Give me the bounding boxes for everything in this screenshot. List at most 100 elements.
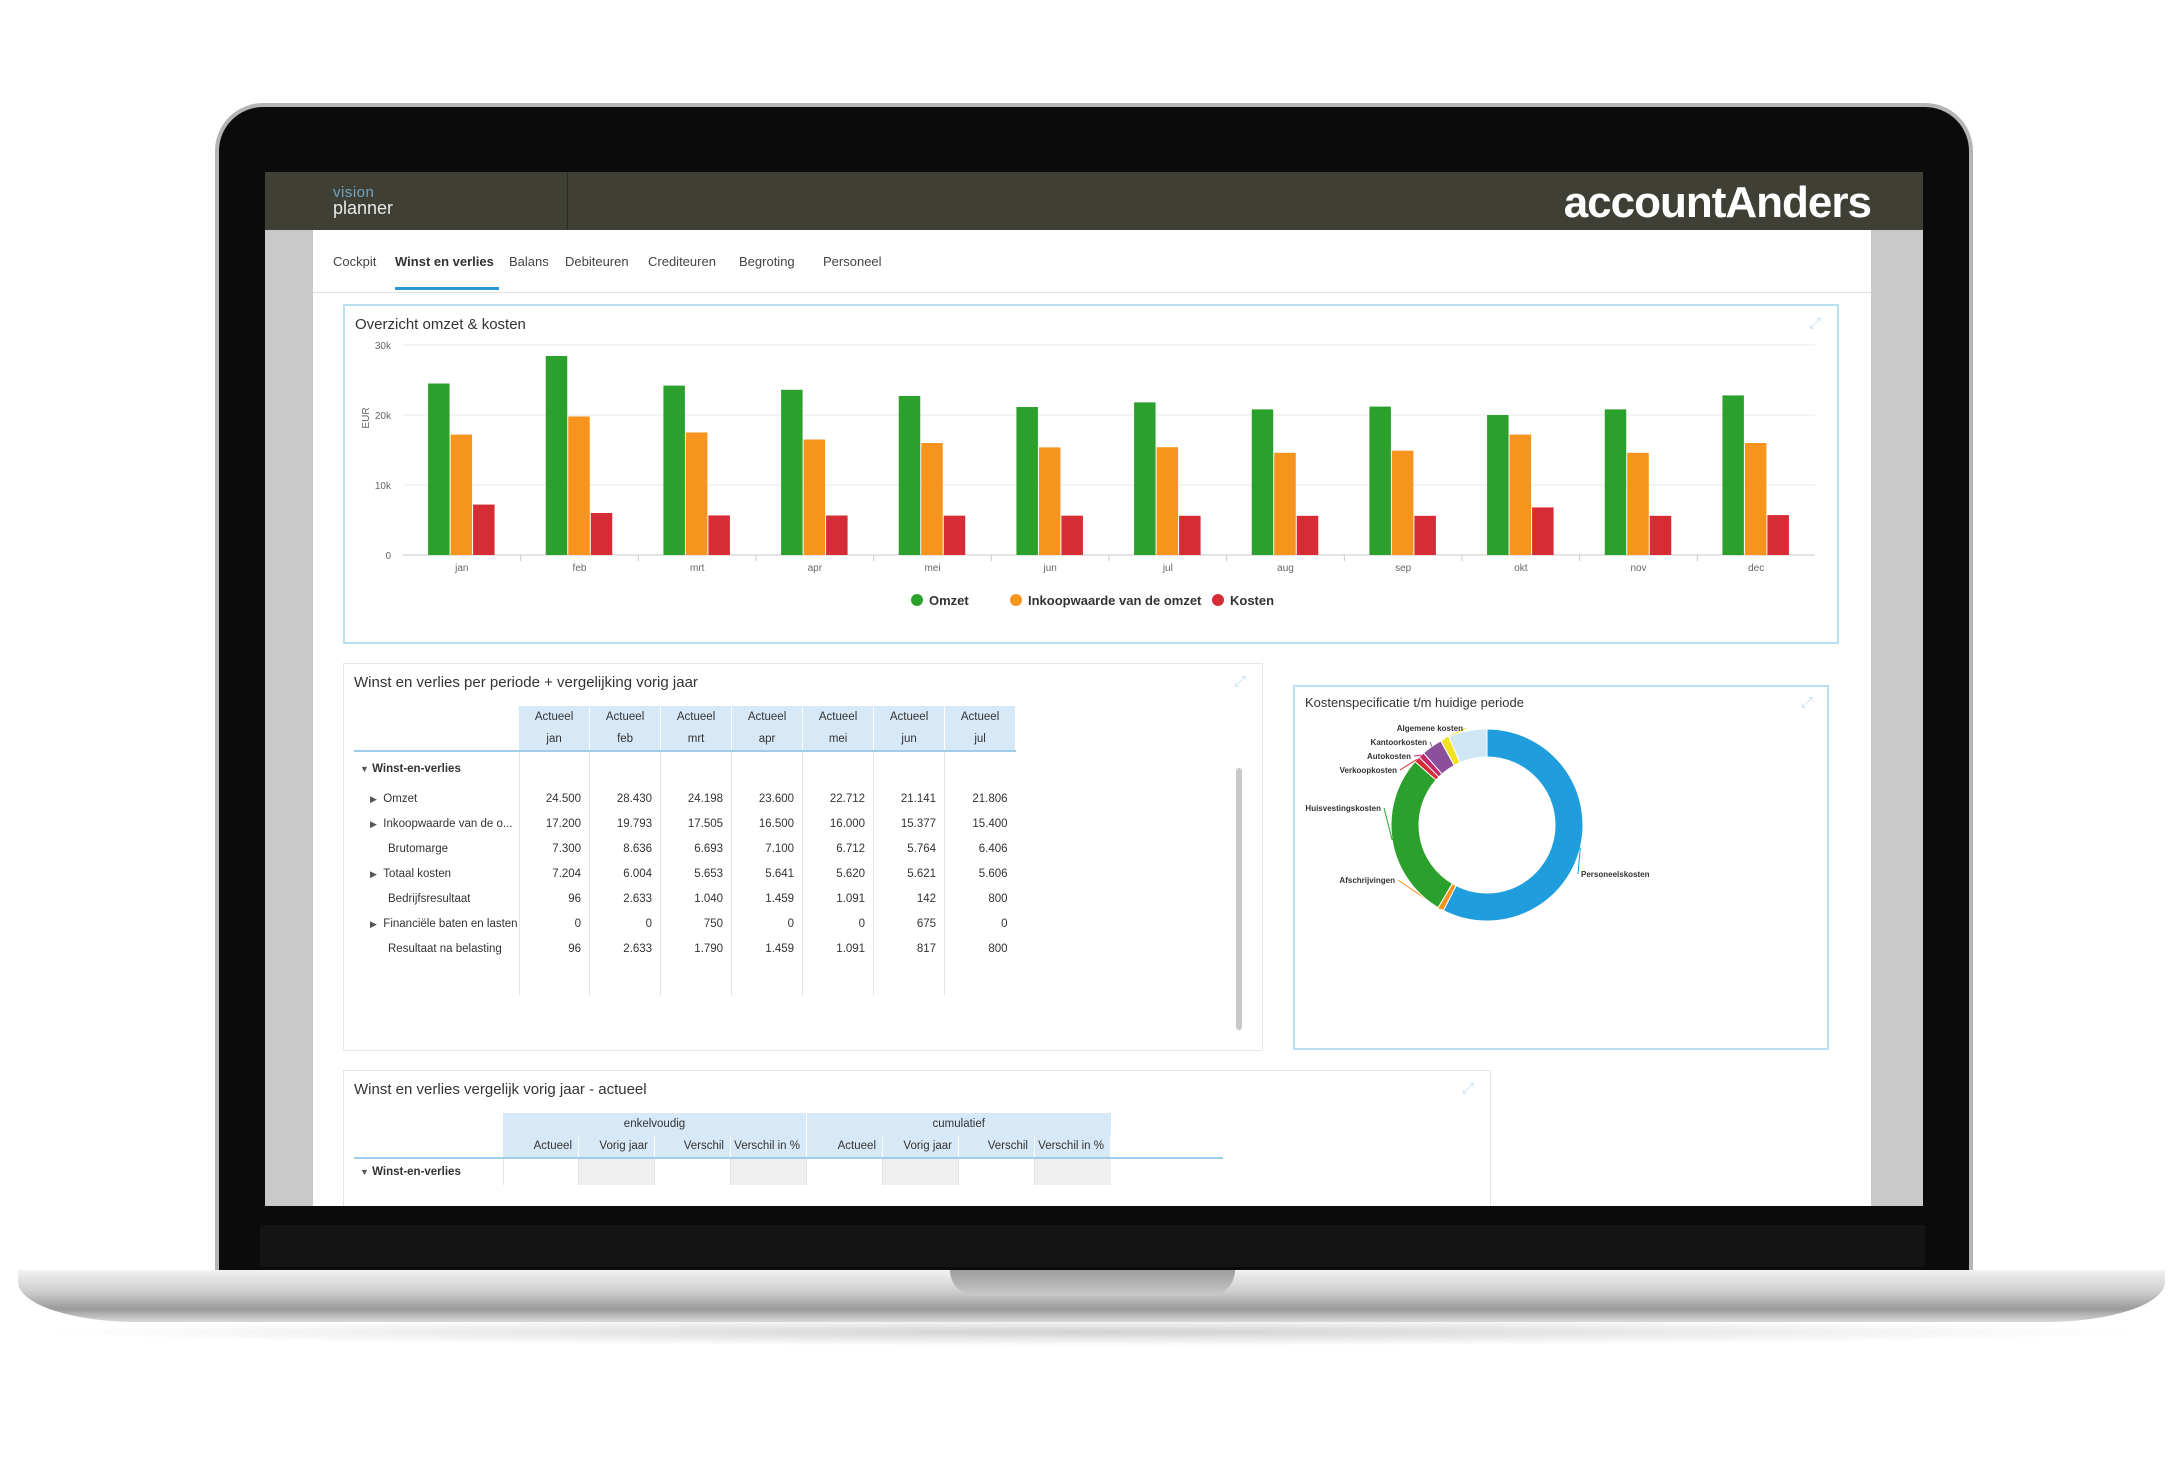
bar-omzet-nov[interactable]: [1604, 409, 1627, 555]
y-tick-label: 30k: [375, 341, 392, 352]
month-header[interactable]: mei: [802, 728, 875, 752]
table-row[interactable]: Brutomarge 7.300 8.636 6.693 7.100 6.712 5.764…: [354, 836, 1016, 861]
bar-omzet-aug[interactable]: [1251, 409, 1274, 555]
bar-kosten-nov[interactable]: [1649, 515, 1672, 555]
group-header-cumulatief[interactable]: cumulatief: [806, 1113, 1111, 1135]
table-row[interactable]: ▶ Inkoopwaarde van de o... 17.200 19.793 17…: [354, 811, 1016, 836]
table-row[interactable]: Resultaat na belasting 96 2.633 1.790 1.459 1…: [354, 936, 1016, 961]
bar-inkoopwaarde-mei[interactable]: [921, 443, 943, 555]
legend-omzet[interactable]: Omzet: [911, 593, 969, 608]
bar-inkoopwaarde-aug[interactable]: [1274, 452, 1296, 555]
tab-debiteuren[interactable]: Debiteuren: [565, 254, 629, 269]
bar-inkoopwaarde-jul[interactable]: [1156, 447, 1179, 555]
group-row-label[interactable]: ▼ Winst-en-verlies: [360, 1166, 461, 1178]
donut-slice-overig[interactable]: [1448, 728, 1488, 764]
bar-kosten-jan[interactable]: [473, 504, 495, 555]
table-row[interactable]: ▶ Totaal kosten 7.204 6.004 5.653 5.641 5.620…: [354, 861, 1016, 886]
bar-omzet-jan[interactable]: [428, 383, 450, 556]
bar-kosten-aug[interactable]: [1296, 515, 1319, 555]
expand-icon[interactable]: ⤢: [1808, 315, 1821, 332]
table-row[interactable]: ▶ Financiële baten en lasten 0 0 750 0 0 675 0: [354, 911, 1016, 936]
bar-kosten-jul[interactable]: [1179, 515, 1201, 555]
caret-right-icon[interactable]: ▶: [370, 918, 377, 929]
kosten-card[interactable]: Kostenspecificatie t/m huidige periode ⤢…: [1293, 685, 1829, 1050]
group-header-enkelvoudig[interactable]: enkelvoudig: [503, 1113, 807, 1135]
tab-bar: Cockpit Winst en verlies Balans Debiteur…: [313, 230, 1871, 293]
col-header[interactable]: Actueel: [519, 706, 591, 728]
bar-kosten-apr[interactable]: [826, 515, 848, 555]
scrollbar[interactable]: [1236, 768, 1242, 1030]
bar-inkoopwaarde-jun[interactable]: [1038, 447, 1061, 555]
col-header[interactable]: Actueel: [944, 706, 1017, 728]
month-header[interactable]: jan: [519, 728, 591, 752]
brand-logo[interactable]: vision planner: [265, 172, 568, 230]
month-header[interactable]: apr: [731, 728, 804, 752]
bar-kosten-dec[interactable]: [1767, 515, 1789, 555]
bar-omzet-apr[interactable]: [781, 389, 803, 555]
bar-inkoopwaarde-nov[interactable]: [1627, 452, 1649, 555]
tab-begroting[interactable]: Begroting: [739, 254, 795, 269]
caret-right-icon[interactable]: ▶: [370, 868, 377, 879]
bar-omzet-jul[interactable]: [1134, 402, 1156, 555]
tab-balans[interactable]: Balans: [509, 254, 549, 269]
month-header[interactable]: feb: [589, 728, 662, 752]
legend-kosten[interactable]: Kosten: [1212, 593, 1274, 608]
bar-kosten-mrt[interactable]: [708, 515, 730, 555]
bar-omzet-sep[interactable]: [1369, 406, 1391, 555]
group-row-label[interactable]: ▼ Winst-en-verlies: [360, 763, 461, 775]
expand-icon[interactable]: ⤢: [1233, 673, 1246, 690]
tab-personeel[interactable]: Personeel: [823, 254, 882, 269]
donut-slice-huisvestingskosten[interactable]: [1390, 760, 1454, 909]
bar-inkoopwaarde-feb[interactable]: [568, 416, 590, 555]
donut-connector: [1383, 807, 1393, 841]
col-header[interactable]: Actueel: [503, 1135, 579, 1159]
bar-omzet-mei[interactable]: [898, 396, 921, 555]
bar-inkoopwaarde-apr[interactable]: [803, 439, 826, 556]
wv-grid: Actueel Actueel Actueel Actueel Actueel Actue…: [354, 706, 1248, 1046]
bar-kosten-okt[interactable]: [1532, 507, 1554, 555]
tab-crediteuren[interactable]: Crediteuren: [648, 254, 716, 269]
bar-kosten-sep[interactable]: [1414, 515, 1436, 555]
caret-right-icon[interactable]: ▶: [370, 818, 377, 829]
bar-inkoopwaarde-sep[interactable]: [1391, 450, 1414, 555]
bar-kosten-jun[interactable]: [1061, 515, 1083, 555]
col-header[interactable]: Verschil in %: [1034, 1135, 1111, 1159]
overview-card[interactable]: Overzicht omzet & kosten ⤢ 0 10k 20k 30k EUR…: [343, 304, 1839, 644]
col-header[interactable]: Verschil in %: [730, 1135, 807, 1159]
col-header[interactable]: Actueel: [731, 706, 804, 728]
col-header[interactable]: Actueel: [873, 706, 946, 728]
col-header[interactable]: Actueel: [802, 706, 875, 728]
bar-inkoopwaarde-dec[interactable]: [1744, 443, 1767, 555]
col-header[interactable]: Actueel: [589, 706, 662, 728]
bar-omzet-mrt[interactable]: [663, 385, 685, 555]
bar-inkoopwaarde-mrt[interactable]: [685, 432, 708, 555]
caret-down-icon[interactable]: ▼: [360, 1167, 369, 1177]
expand-icon[interactable]: ⤢: [1461, 1080, 1474, 1097]
month-header[interactable]: mrt: [660, 728, 733, 752]
table-row[interactable]: ▶ Omzet 24.500 28.430 24.198 23.600 22.712 21.…: [354, 786, 1016, 811]
col-header[interactable]: Verschil: [958, 1135, 1035, 1159]
bar-omzet-dec[interactable]: [1722, 395, 1744, 555]
col-header[interactable]: Actueel: [806, 1135, 883, 1159]
bar-omzet-feb[interactable]: [545, 355, 568, 555]
expand-icon[interactable]: ⤢: [1800, 694, 1813, 711]
bar-inkoopwaarde-jan[interactable]: [450, 434, 473, 555]
col-header[interactable]: Vorig jaar: [578, 1135, 655, 1159]
tab-cockpit[interactable]: Cockpit: [333, 254, 377, 269]
donut-slice-personeelskosten[interactable]: [1442, 728, 1584, 922]
col-header[interactable]: Actueel: [660, 706, 733, 728]
month-header[interactable]: jun: [873, 728, 946, 752]
col-header[interactable]: Vorig jaar: [882, 1135, 959, 1159]
bar-omzet-okt[interactable]: [1487, 415, 1509, 555]
caret-right-icon[interactable]: ▶: [370, 793, 377, 804]
bar-kosten-mei[interactable]: [943, 515, 966, 555]
col-header[interactable]: Verschil: [654, 1135, 731, 1159]
tab-winst-en-verlies[interactable]: Winst en verlies: [395, 254, 494, 269]
caret-down-icon[interactable]: ▼: [360, 764, 369, 774]
bar-inkoopwaarde-okt[interactable]: [1509, 434, 1532, 555]
bar-omzet-jun[interactable]: [1016, 407, 1038, 555]
legend-inkoopwaarde[interactable]: Inkoopwaarde van de omzet: [1010, 593, 1201, 608]
month-header[interactable]: jul: [944, 728, 1017, 752]
table-row[interactable]: Bedrijfsresultaat 96 2.633 1.040 1.459 1.091 1…: [354, 886, 1016, 911]
bar-kosten-feb[interactable]: [590, 512, 613, 555]
